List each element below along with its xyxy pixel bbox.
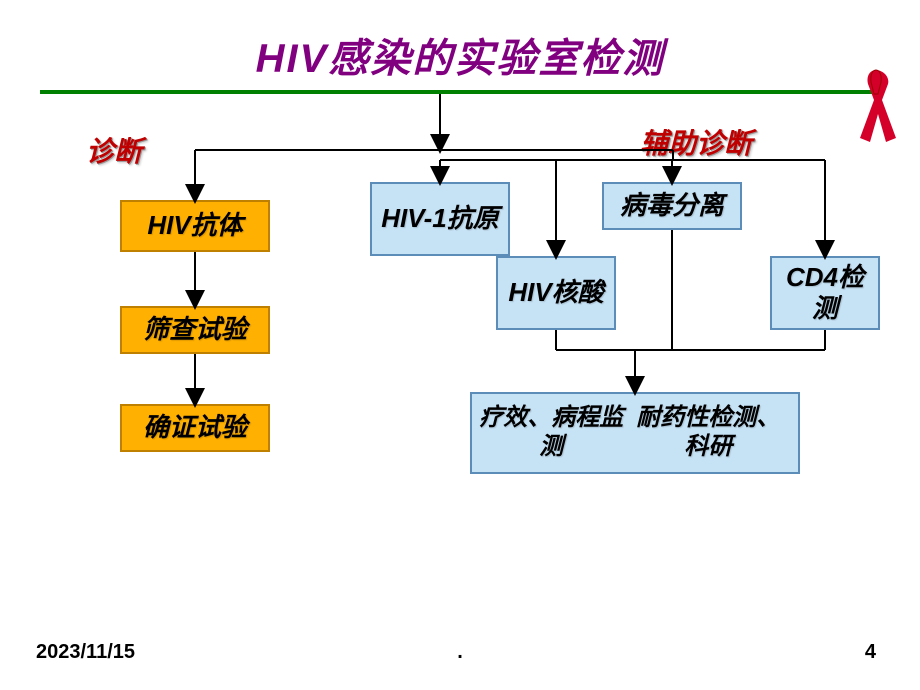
node-confirm-test: 确证试验 xyxy=(120,404,270,452)
node-hiv-antibody: HIV抗体 xyxy=(120,200,270,252)
node-hiv-nucleic: HIV核酸 xyxy=(496,256,616,330)
node-hiv1-antigen: HIV-1抗原 xyxy=(370,182,510,256)
title-suffix: 感染的实验室检测 xyxy=(328,37,664,81)
aids-ribbon-icon xyxy=(850,64,902,144)
category-diagnosis-label: 诊断 xyxy=(86,130,142,170)
node-monitoring: 疗效、病程监测耐药性检测、科研 xyxy=(470,392,800,474)
node-cd4-test: CD4检测 xyxy=(770,256,880,330)
title-underline xyxy=(40,90,880,94)
node-virus-isolation: 病毒分离 xyxy=(602,182,742,230)
title-prefix: HIV xyxy=(256,37,329,81)
footer-center: . xyxy=(0,641,920,664)
node-screening-test: 筛查试验 xyxy=(120,306,270,354)
page-title: HIV感染的实验室检测 xyxy=(0,26,920,84)
footer-page-number: 4 xyxy=(865,641,876,664)
category-auxiliary-label: 辅助诊断 xyxy=(640,122,752,162)
